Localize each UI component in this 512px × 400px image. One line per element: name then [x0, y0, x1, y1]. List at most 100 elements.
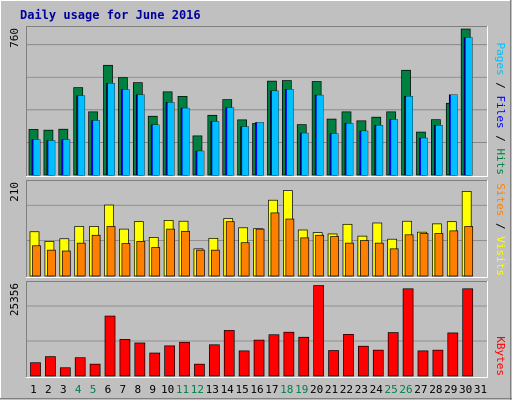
bar-pages-9: [152, 125, 160, 175]
bar-sites-23: [360, 240, 369, 277]
bar-kbytes-14: [223, 330, 235, 377]
axis-legend-pages: Pages: [494, 43, 507, 76]
bar-pages-6: [108, 83, 115, 175]
axis-legend-separator: /: [494, 129, 507, 149]
bar-kbytes-30: [462, 288, 474, 377]
bar-pages-21: [331, 133, 339, 175]
bar-kbytes-25: [387, 332, 399, 377]
bar-sites-22: [345, 242, 354, 277]
bar-kbytes-23: [358, 345, 369, 377]
x-tick-label-19: 19: [295, 383, 308, 396]
bar-kbytes-16: [253, 339, 265, 377]
bar-sites-5: [91, 234, 101, 277]
ymax-label-kbytes: 25356: [8, 283, 21, 316]
x-tick-label-7: 7: [120, 383, 127, 396]
bar-pages-14: [227, 107, 234, 175]
bar-kbytes-29: [447, 332, 459, 377]
bar-kbytes-19: [298, 336, 310, 377]
bar-kbytes-20: [313, 285, 325, 377]
x-tick-label-26: 26: [399, 383, 412, 396]
axis-legend-visits: Visits: [494, 236, 507, 276]
bar-kbytes-28: [432, 349, 444, 377]
axis-legend-hits: Pages / Files / Hits: [494, 43, 507, 176]
x-tick-label-17: 17: [265, 383, 278, 396]
bar-sites-4: [76, 242, 86, 277]
bar-kbytes-7: [119, 339, 131, 377]
bar-sites-11: [181, 230, 190, 277]
x-tick-label-25: 25: [385, 383, 398, 396]
bar-pages-10: [167, 102, 175, 175]
axis-legend-hits: Hits: [494, 149, 507, 176]
x-axis-tick-labels: 1 2 3 4 5 6 7 8 9 10 11 12 13 14 15 16 17 18 19 20 21 22 23 24 2…: [30, 383, 487, 396]
bar-sites-15: [240, 242, 250, 277]
bar-sites-8: [136, 241, 146, 277]
x-tick-label-24: 24: [370, 383, 384, 396]
bar-pages-13: [212, 121, 219, 175]
x-tick-label-28: 28: [429, 383, 442, 396]
bar-sites-9: [151, 247, 161, 277]
bar-kbytes-24: [372, 349, 384, 377]
x-tick-label-11: 11: [176, 383, 189, 396]
bar-pages-3: [63, 139, 70, 175]
chart-panels: 760 Pages / Files / Hits 210 Sites / Visits…: [8, 26, 507, 378]
x-tick-label-12: 12: [191, 383, 204, 396]
bar-pages-22: [346, 123, 353, 175]
bar-sites-1: [32, 245, 41, 277]
bar-sites-7: [121, 243, 131, 277]
bar-sites-3: [61, 250, 71, 277]
bar-kbytes-5: [89, 363, 101, 377]
x-tick-label-6: 6: [105, 383, 112, 396]
bar-kbytes-13: [208, 344, 220, 377]
x-tick-label-9: 9: [149, 383, 156, 396]
bar-kbytes-9: [149, 352, 161, 377]
x-tick-label-18: 18: [280, 383, 293, 396]
bar-sites-26: [404, 234, 414, 277]
bar-kbytes-17: [268, 334, 280, 377]
bar-sites-30: [464, 226, 474, 277]
bar-sites-24: [374, 242, 384, 277]
x-tick-label-15: 15: [235, 383, 248, 396]
bar-sites-29: [449, 230, 459, 277]
x-tick-label-31: 31: [474, 383, 487, 396]
panel-visits: 210 Sites / Visits: [8, 180, 507, 278]
bar-pages-4: [78, 95, 85, 175]
bar-pages-27: [420, 138, 428, 175]
bar-sites-6: [106, 226, 116, 277]
bar-sites-21: [330, 236, 339, 277]
bar-kbytes-21: [328, 350, 339, 377]
bar-pages-20: [316, 95, 324, 175]
x-tick-label-22: 22: [340, 383, 353, 396]
bar-sites-17: [270, 212, 280, 277]
bar-kbytes-4: [74, 357, 86, 377]
bar-pages-1: [33, 139, 40, 175]
bar-sites-14: [225, 221, 235, 277]
ymax-label-hits: 760: [8, 28, 21, 48]
x-tick-label-29: 29: [444, 383, 457, 396]
x-tick-label-20: 20: [310, 383, 323, 396]
bar-pages-19: [301, 133, 309, 175]
x-tick-label-30: 30: [459, 383, 472, 396]
x-tick-label-5: 5: [90, 383, 97, 396]
bar-pages-5: [93, 120, 100, 175]
bar-kbytes-12: [194, 363, 205, 377]
bar-pages-12: [197, 151, 204, 175]
axis-legend-sites: Sites: [494, 183, 507, 216]
axis-legend-files: Files: [494, 96, 507, 129]
x-tick-label-16: 16: [250, 383, 263, 396]
bar-sites-28: [434, 233, 444, 277]
bar-pages-30: [465, 37, 473, 176]
axis-legend-kbytes: KBytes: [494, 336, 507, 376]
x-tick-label-4: 4: [75, 383, 82, 396]
bar-pages-25: [391, 119, 398, 175]
bar-pages-18: [286, 89, 294, 175]
bar-pages-15: [242, 126, 249, 175]
bar-sites-10: [166, 228, 175, 277]
bar-sites-12: [196, 249, 205, 277]
x-tick-label-13: 13: [206, 383, 219, 396]
bar-kbytes-22: [343, 334, 354, 377]
bar-pages-28: [435, 125, 443, 175]
bar-sites-16: [255, 228, 265, 277]
bar-kbytes-10: [164, 345, 175, 377]
